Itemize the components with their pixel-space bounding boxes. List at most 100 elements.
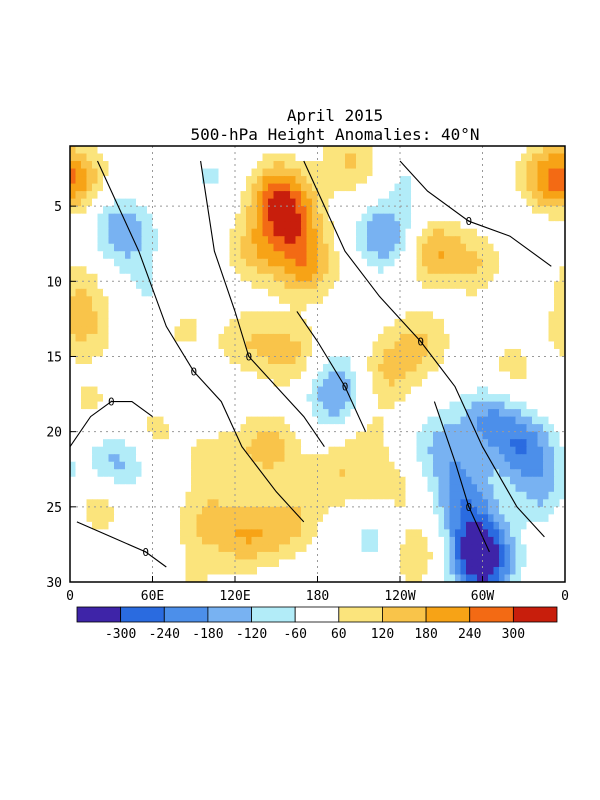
anomaly-cell <box>482 394 489 403</box>
anomaly-cell <box>273 243 280 252</box>
anomaly-cell <box>334 296 341 305</box>
anomaly-cell <box>466 514 473 523</box>
anomaly-cell <box>405 394 412 403</box>
anomaly-cell <box>460 198 467 207</box>
anomaly-cell <box>372 379 379 388</box>
anomaly-cell <box>416 506 423 515</box>
anomaly-cell <box>207 416 214 425</box>
anomaly-cell <box>334 318 341 328</box>
anomaly-cell <box>213 424 220 433</box>
anomaly-cell <box>152 544 159 553</box>
anomaly-cell <box>169 424 176 433</box>
anomaly-cell <box>279 424 286 433</box>
anomaly-cell <box>471 303 478 312</box>
anomaly-cell <box>554 514 561 523</box>
anomaly-cell <box>543 356 550 365</box>
anomaly-cell <box>526 153 533 162</box>
anomaly-cell <box>119 364 126 373</box>
anomaly-cell <box>174 514 181 523</box>
anomaly-cell <box>130 364 137 373</box>
anomaly-cell <box>119 409 126 418</box>
anomaly-cell <box>482 176 489 185</box>
anomaly-cell <box>334 521 341 530</box>
anomaly-cell <box>218 439 225 448</box>
anomaly-cell <box>103 326 110 335</box>
anomaly-cell <box>394 364 401 373</box>
anomaly-cell <box>438 529 445 538</box>
anomaly-cell <box>383 476 390 485</box>
anomaly-cell <box>180 484 187 493</box>
anomaly-cell <box>103 228 110 237</box>
anomaly-cell <box>526 318 533 328</box>
anomaly-cell <box>136 484 143 493</box>
anomaly-cell <box>97 536 104 546</box>
anomaly-cell <box>251 364 258 373</box>
anomaly-cell <box>92 243 99 252</box>
anomaly-cell <box>196 431 203 440</box>
anomaly-cell <box>185 228 192 237</box>
anomaly-cell <box>361 521 368 530</box>
anomaly-cell <box>141 416 148 425</box>
anomaly-cell <box>372 446 379 455</box>
anomaly-cell <box>477 484 484 493</box>
anomaly-cell <box>103 258 110 267</box>
anomaly-cell <box>493 514 500 523</box>
anomaly-cell <box>202 386 209 395</box>
anomaly-cell <box>147 356 154 365</box>
anomaly-cell <box>477 281 484 290</box>
anomaly-cell <box>559 236 565 245</box>
anomaly-cell <box>477 153 484 162</box>
anomaly-cell <box>97 559 104 568</box>
anomaly-cell <box>548 409 555 418</box>
anomaly-cell <box>301 394 308 403</box>
anomaly-cell <box>416 484 423 493</box>
anomaly-cell <box>306 529 313 538</box>
anomaly-cell <box>279 341 286 350</box>
anomaly-cell <box>174 529 181 538</box>
anomaly-cell <box>449 273 456 282</box>
anomaly-cell <box>136 461 143 470</box>
anomaly-cell <box>108 296 115 305</box>
anomaly-cell <box>389 213 396 222</box>
anomaly-cell <box>521 514 528 523</box>
anomaly-cell <box>180 303 187 312</box>
anomaly-cell <box>477 364 484 373</box>
anomaly-cell <box>295 491 302 500</box>
anomaly-cell <box>537 333 544 343</box>
anomaly-cell <box>312 288 319 297</box>
anomaly-cell <box>515 311 522 320</box>
anomaly-cell <box>92 348 99 358</box>
anomaly-cell <box>174 424 181 433</box>
anomaly-cell <box>323 341 330 350</box>
anomaly-cell <box>389 439 396 448</box>
anomaly-cell <box>301 506 308 515</box>
anomaly-cell <box>345 296 352 305</box>
anomaly-cell <box>532 484 539 493</box>
anomaly-cell <box>196 221 203 230</box>
anomaly-cell <box>191 484 198 493</box>
anomaly-cell <box>141 311 148 320</box>
anomaly-cell <box>339 258 346 267</box>
anomaly-cell <box>372 281 379 290</box>
anomaly-cell <box>471 476 478 485</box>
anomaly-cell <box>312 521 319 530</box>
anomaly-cell <box>202 221 209 230</box>
anomaly-cell <box>273 198 280 207</box>
anomaly-cell <box>284 371 291 380</box>
anomaly-cell <box>521 326 528 335</box>
anomaly-cell <box>97 491 104 500</box>
anomaly-cell <box>174 176 181 185</box>
anomaly-cell <box>224 228 231 237</box>
anomaly-cell <box>136 499 143 508</box>
anomaly-cell <box>372 544 379 553</box>
anomaly-cell <box>339 529 346 538</box>
anomaly-cell <box>75 228 82 237</box>
anomaly-cell <box>389 484 396 493</box>
anomaly-cell <box>141 491 148 500</box>
anomaly-cell <box>460 506 467 515</box>
anomaly-cell <box>257 348 264 358</box>
anomaly-cell <box>273 446 280 455</box>
anomaly-cell <box>86 416 93 425</box>
anomaly-cell <box>262 161 269 170</box>
anomaly-cell <box>488 198 495 207</box>
